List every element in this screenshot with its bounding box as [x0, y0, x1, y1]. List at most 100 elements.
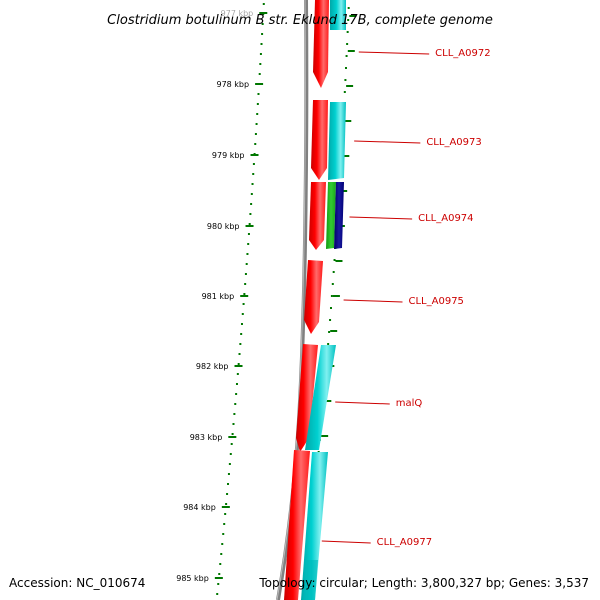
ruler-dot-outer [222, 533, 225, 535]
ruler-dot-outer [259, 53, 262, 55]
gene-label[interactable]: CLL_A0972 [435, 48, 490, 59]
ruler-dot-outer [243, 293, 246, 295]
ruler-dot-outer [252, 163, 255, 165]
ruler-major-tick [240, 295, 249, 297]
feature-other-0[interactable] [334, 182, 344, 249]
feature-cds-CLL_A0972[interactable] [313, 0, 329, 88]
ruler-major-tick [245, 225, 254, 227]
ruler-dot-outer [248, 223, 251, 225]
feature-rna-0[interactable] [326, 182, 336, 249]
ruler-minor-tick [330, 330, 338, 332]
ruler-dot-inner [327, 343, 330, 345]
genome-summary-text: Topology: circular; Length: 3,800,327 bp… [258, 576, 589, 590]
ruler-dot-outer [230, 443, 233, 445]
ruler-dot-outer [217, 583, 220, 585]
ruler-dot-outer [220, 553, 223, 555]
ruler-tick-label: 981 kbp [202, 292, 235, 301]
ruler-minor-tick [335, 260, 343, 262]
feature-cds-CLL_A0974[interactable] [309, 182, 326, 250]
cds-track [284, 0, 329, 600]
ruler-dot-inner [329, 307, 332, 309]
ruler-dot-outer [241, 313, 244, 315]
ruler-dot-inner [345, 67, 348, 69]
ruler-dot-outer [216, 593, 219, 595]
gene-leader-line [358, 51, 430, 55]
ruler-dot-outer [249, 213, 252, 215]
ruler-minor-tick [344, 120, 352, 122]
ruler-tick-label: 980 kbp [207, 222, 240, 231]
ruler-tick-label: 982 kbp [196, 362, 229, 371]
ruler-dot-outer [254, 143, 257, 145]
gene-label[interactable]: CLL_A0975 [409, 296, 464, 307]
feature-cds-CLL_A0977[interactable] [284, 450, 310, 600]
ruler-dot-outer [256, 113, 259, 115]
feature-cds-malQ[interactable] [296, 344, 318, 452]
feature-orf-2[interactable] [305, 345, 336, 450]
ruler-dot-outer [229, 453, 232, 455]
ruler-dot-outer [238, 353, 241, 355]
ruler-dot-inner [328, 331, 331, 333]
ruler-major-tick [221, 506, 230, 508]
ruler-dot-inner [329, 319, 332, 321]
ruler-dot-outer [260, 43, 263, 45]
ruler-dot-outer [246, 253, 249, 255]
ruler-dot-outer [242, 303, 245, 305]
ruler-dot-inner [343, 91, 346, 93]
gene-leader-line [343, 299, 403, 303]
ruler-dot-outer [261, 23, 264, 25]
backbone-highlight [276, 0, 306, 600]
ruler-dot-outer [223, 523, 226, 525]
ruler-minor-tick [332, 295, 340, 297]
ruler-minor-tick [346, 85, 354, 87]
ruler-minor-tick [324, 400, 332, 402]
ruler-dot-outer [256, 103, 259, 105]
ruler-dot-outer [239, 343, 242, 345]
ruler-dot-outer [225, 503, 228, 505]
ruler-dot-outer [258, 73, 261, 75]
ruler-minor-tick [347, 50, 355, 52]
ruler-major-tick [214, 577, 223, 579]
ruler-dot-inner [344, 79, 347, 81]
gene-leader-line [349, 216, 413, 220]
ruler-dot-outer [218, 573, 221, 575]
ruler-dot-outer [257, 93, 260, 95]
ruler-dot-outer [235, 393, 238, 395]
feature-cds-CLL_A0973[interactable] [311, 100, 328, 180]
ruler-dot-outer [254, 133, 257, 135]
gene-label[interactable]: malQ [396, 398, 423, 409]
ruler-dot-outer [231, 433, 234, 435]
ruler-dot-inner [346, 43, 349, 45]
ruler-dot-outer [262, 3, 265, 5]
orf-track [301, 0, 346, 600]
ruler-dot-outer [244, 283, 247, 285]
gene-label[interactable]: CLL_A0974 [418, 213, 473, 224]
ruler-dot-outer [251, 183, 254, 185]
ruler-major-tick [234, 365, 243, 367]
feature-cds-CLL_A0975[interactable] [304, 260, 323, 334]
ruler-dot-outer [247, 243, 250, 245]
accession-text: Accession: NC_010674 [9, 576, 145, 590]
ruler-major-tick [250, 154, 259, 156]
ruler-dot-outer [244, 273, 247, 275]
ruler-dot-outer [234, 403, 237, 405]
ruler-dot-outer [227, 483, 230, 485]
ruler-dot-outer [261, 33, 264, 35]
feature-orf-0[interactable] [330, 0, 346, 30]
ruler-dot-outer [224, 513, 227, 515]
ruler-dot-outer [250, 203, 253, 205]
ruler-dot-outer [227, 473, 230, 475]
gene-leader-line [321, 540, 371, 544]
map-title: Clostridium botulinum B str. Eklund 17B,… [107, 13, 493, 28]
ruler-dot-outer [236, 373, 239, 375]
ruler-dot-outer [226, 493, 229, 495]
gene-label[interactable]: CLL_A0977 [377, 537, 432, 548]
ruler-major-tick [255, 83, 264, 85]
feature-orf-1[interactable] [328, 102, 346, 180]
ruler-dot-inner [330, 295, 333, 297]
ruler-major-tick [228, 436, 237, 438]
ruler-dots [216, 3, 357, 597]
ruler-dot-inner [333, 259, 336, 261]
ruler-ticks: 977 kbp 978 kbp 979 kbp 980 kbp 981 kbp 982 k… [176, 9, 268, 583]
gene-label[interactable]: CLL_A0973 [426, 137, 481, 148]
